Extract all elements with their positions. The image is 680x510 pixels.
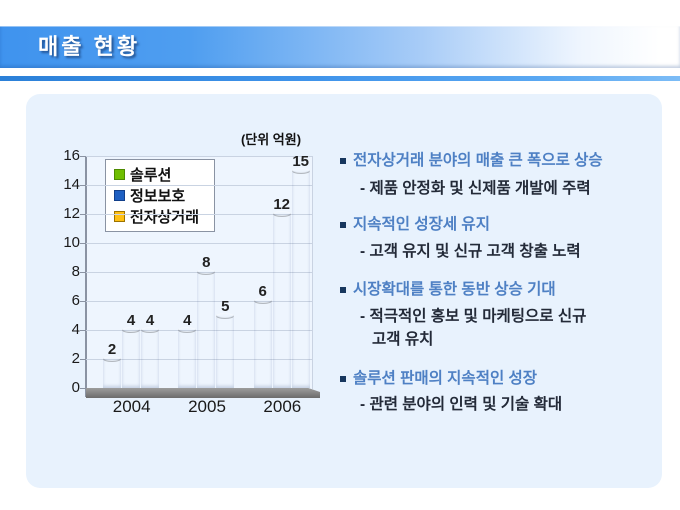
bullet-heading: 시장확대를 통한 동반 상승 기대 <box>338 280 556 300</box>
bullet-square-icon <box>340 222 346 228</box>
bullet-heading-text: 시장확대를 통한 동반 상승 기대 <box>353 281 556 298</box>
bullet-sub-line: - 고객 유지 및 신규 고객 창출 노력 <box>360 243 581 260</box>
bullet-heading: 전자상거래 분야의 매출 큰 폭으로 상승 <box>338 151 603 171</box>
bullet-heading: 지속적인 성장세 유지 <box>338 215 490 235</box>
bullet-square-icon <box>340 287 346 293</box>
bullet-sub-line: - 적극적인 홍보 및 마케팅으로 신규 <box>360 308 587 325</box>
bullet-sub-line: 고객 유치 <box>372 331 434 348</box>
bullet-square-icon <box>340 158 346 164</box>
bullet-heading-text: 지속적인 성장세 유지 <box>353 216 490 233</box>
slide-title-bar: 매출 현황 <box>0 26 680 68</box>
title-underline <box>0 76 680 81</box>
page-title: 매출 현황 <box>38 34 141 59</box>
bullet-square-icon <box>340 376 346 382</box>
bullet-heading-text: 전자상거래 분야의 매출 큰 폭으로 상승 <box>353 152 603 169</box>
bullet-sub-line: - 제품 안정화 및 신제품 개발에 주력 <box>360 180 591 197</box>
bullet-heading: 솔루션 판매의 지속적인 성장 <box>338 369 537 389</box>
bullet-heading-text: 솔루션 판매의 지속적인 성장 <box>353 370 538 387</box>
bullet-list: 전자상거래 분야의 매출 큰 폭으로 상승 - 제품 안정화 및 신제품 개발에 … <box>338 94 654 484</box>
bullet-sub-line: - 관련 분야의 인력 및 기술 확대 <box>360 396 563 413</box>
